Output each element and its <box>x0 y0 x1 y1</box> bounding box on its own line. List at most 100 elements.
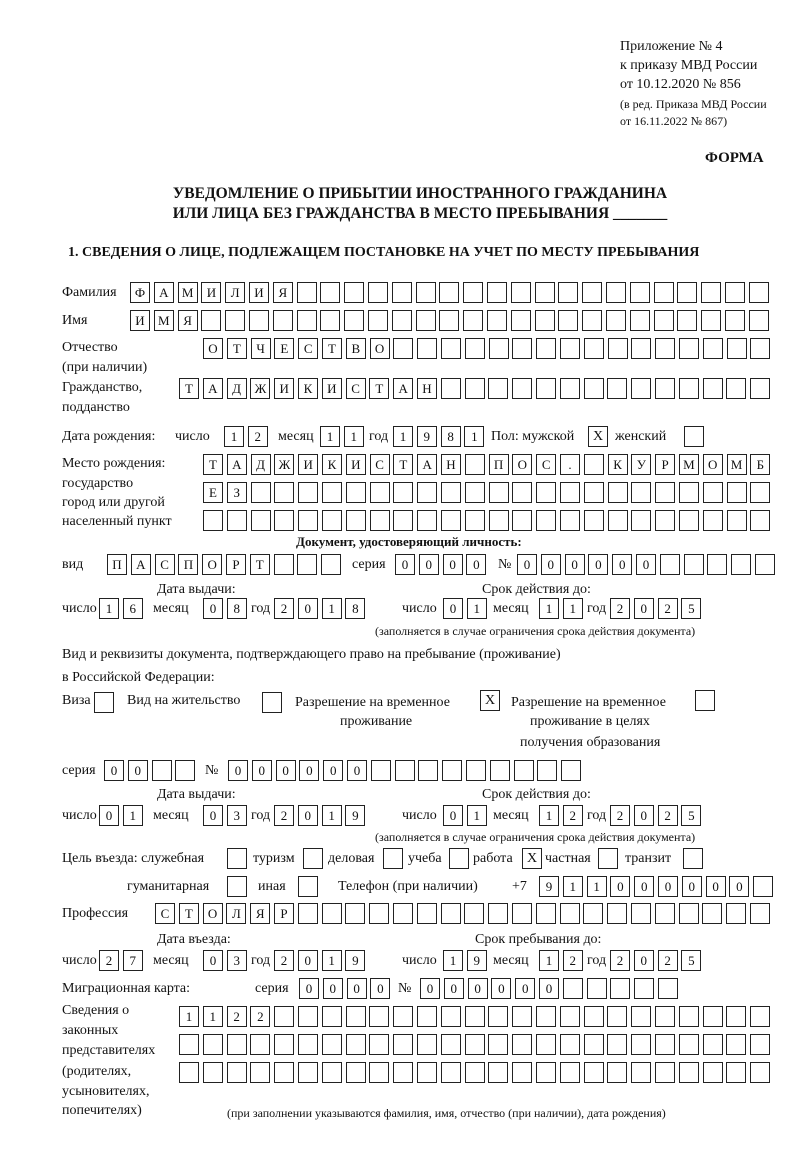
char-box[interactable] <box>583 1006 604 1027</box>
char-box[interactable]: П <box>488 454 509 475</box>
char-box[interactable] <box>367 310 388 331</box>
char-box[interactable]: 1 <box>466 598 487 619</box>
char-box[interactable]: Т <box>179 378 199 399</box>
char-box[interactable] <box>273 554 294 575</box>
char-box[interactable]: 8 <box>345 598 366 619</box>
char-box[interactable] <box>536 510 557 531</box>
char-box[interactable]: 0 <box>657 876 678 897</box>
char-box[interactable] <box>607 1062 628 1083</box>
char-box[interactable]: О <box>369 338 390 359</box>
char-box[interactable] <box>559 510 580 531</box>
char-box[interactable] <box>559 903 580 924</box>
char-box[interactable] <box>393 510 414 531</box>
char-box[interactable] <box>582 310 603 331</box>
char-box[interactable] <box>659 554 680 575</box>
char-box[interactable] <box>488 903 509 924</box>
char-box[interactable]: 0 <box>228 760 248 781</box>
char-box[interactable] <box>702 482 723 503</box>
char-box[interactable]: 0 <box>99 805 119 826</box>
char-box[interactable] <box>201 310 222 331</box>
char-box[interactable]: 1 <box>321 598 342 619</box>
char-box[interactable]: 0 <box>443 978 464 999</box>
char-box[interactable] <box>583 338 604 359</box>
char-box[interactable]: Р <box>655 454 676 475</box>
char-box[interactable]: М <box>177 282 198 303</box>
char-box[interactable] <box>416 1062 437 1083</box>
char-box[interactable] <box>321 1062 342 1083</box>
char-box[interactable]: Я <box>250 903 271 924</box>
char-box[interactable]: Т <box>321 338 342 359</box>
char-box[interactable] <box>559 378 580 399</box>
char-box[interactable]: 1 <box>466 805 487 826</box>
char-box[interactable] <box>274 1006 295 1027</box>
char-box[interactable]: Ч <box>250 338 271 359</box>
char-box[interactable] <box>416 903 437 924</box>
char-box[interactable] <box>631 482 652 503</box>
char-box[interactable] <box>369 1034 390 1055</box>
char-box[interactable] <box>630 903 651 924</box>
char-box[interactable] <box>416 1006 437 1027</box>
char-box[interactable] <box>655 338 676 359</box>
char-box[interactable]: Н <box>416 378 437 399</box>
char-box[interactable] <box>678 482 699 503</box>
char-box[interactable] <box>535 903 556 924</box>
char-box[interactable]: Ф <box>130 282 150 303</box>
char-box[interactable] <box>561 760 582 781</box>
char-box[interactable] <box>248 310 269 331</box>
char-box[interactable]: 1 <box>320 426 340 447</box>
char-box[interactable] <box>702 378 723 399</box>
char-box[interactable] <box>655 482 676 503</box>
purpose-study-checkbox[interactable] <box>449 848 469 869</box>
char-box[interactable] <box>536 338 557 359</box>
char-box[interactable]: П <box>107 554 127 575</box>
char-box[interactable] <box>629 310 650 331</box>
char-box[interactable] <box>464 1062 485 1083</box>
char-box[interactable]: Т <box>393 454 414 475</box>
char-box[interactable] <box>678 903 699 924</box>
char-box[interactable]: 0 <box>418 554 439 575</box>
residence-permit-checkbox[interactable] <box>262 692 282 713</box>
char-box[interactable]: 2 <box>562 805 583 826</box>
char-box[interactable]: 0 <box>491 978 512 999</box>
char-box[interactable] <box>442 760 463 781</box>
char-box[interactable]: И <box>298 454 319 475</box>
char-box[interactable]: С <box>154 554 175 575</box>
char-box[interactable] <box>344 310 365 331</box>
char-box[interactable] <box>321 1034 342 1055</box>
char-box[interactable] <box>512 338 533 359</box>
char-box[interactable] <box>250 1062 271 1083</box>
char-box[interactable]: И <box>345 454 366 475</box>
char-box[interactable]: 0 <box>633 950 654 971</box>
char-box[interactable] <box>297 1034 318 1055</box>
char-box[interactable] <box>631 1006 652 1027</box>
char-box[interactable] <box>750 338 771 359</box>
char-box[interactable]: 0 <box>104 760 124 781</box>
char-box[interactable] <box>151 760 172 781</box>
char-box[interactable] <box>320 282 341 303</box>
char-box[interactable] <box>702 903 723 924</box>
char-box[interactable]: А <box>153 282 174 303</box>
char-box[interactable] <box>724 310 745 331</box>
char-box[interactable]: 2 <box>247 426 268 447</box>
char-box[interactable]: Т <box>178 903 199 924</box>
char-box[interactable] <box>393 1034 414 1055</box>
sex-male-checkbox[interactable]: X <box>588 426 608 447</box>
char-box[interactable] <box>272 310 293 331</box>
char-box[interactable]: 0 <box>443 805 463 826</box>
char-box[interactable]: 5 <box>681 805 702 826</box>
char-box[interactable] <box>463 282 484 303</box>
